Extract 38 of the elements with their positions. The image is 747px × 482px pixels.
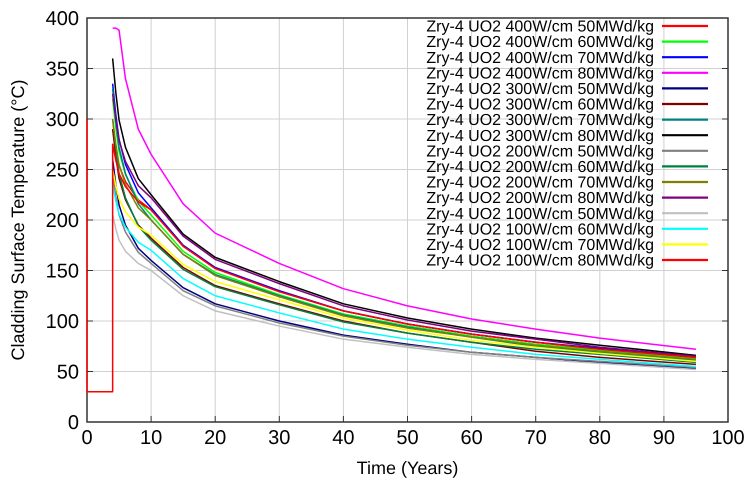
y-tick-label: 0 [68,412,79,434]
y-tick-label: 400 [46,8,79,30]
legend-label: Zry-4 UO2 400W/cm 80MWd/kg [426,65,654,82]
legend-label: Zry-4 UO2 300W/cm 60MWd/kg [426,96,654,114]
legend-label: Zry-4 UO2 300W/cm 70MWd/kg [426,112,654,130]
legend-label: Zry-4 UO2 100W/cm 50MWd/kg [426,206,654,223]
legend-label: Zry-4 UO2 400W/cm 70MWd/kg [426,50,654,67]
legend-label: Zry-4 UO2 100W/cm 70MWd/kg [426,237,654,254]
x-tick-label: 40 [332,427,355,449]
x-tick-label: 70 [524,427,547,449]
x-tick-label: 20 [204,427,226,449]
legend-label: Zry-4 UO2 300W/cm 80MWd/kg [426,128,654,145]
legend-label: Zry-4 UO2 200W/cm 70MWd/kg [426,174,654,192]
y-tick-label: 150 [46,260,79,282]
legend-label: Zry-4 UO2 200W/cm 80MWd/kg [426,190,654,208]
y-tick-label: 250 [46,160,79,182]
y-tick-label: 300 [46,109,79,131]
x-tick-label: 50 [396,427,419,449]
x-axis-title: Time (Years) [356,458,458,478]
x-tick-label: 10 [140,427,162,449]
y-tick-label: 50 [56,362,79,384]
x-tick-label: 0 [81,427,93,449]
y-tick-label: 200 [46,210,79,232]
legend-label: Zry-4 UO2 300W/cm 50MWd/kg [426,81,654,98]
legend-label: Zry-4 UO2 400W/cm 60MWd/kg [426,34,654,52]
y-axis-title: Cladding Surface Temperature (°C) [8,80,28,360]
x-tick-label: 90 [652,427,676,449]
legend-label: Zry-4 UO2 100W/cm 60MWd/kg [426,221,654,238]
y-tick-label: 350 [46,58,79,80]
x-tick-label: 60 [460,427,483,449]
y-tick-label: 100 [46,311,79,333]
x-tick-label: 30 [268,427,290,449]
legend-label: Zry-4 UO2 200W/cm 50MWd/kg [426,143,654,160]
x-tick-label: 80 [588,427,611,449]
legend-label: Zry-4 UO2 100W/cm 80MWd/kg [426,252,654,270]
legend-label: Zry-4 UO2 200W/cm 60MWd/kg [426,159,654,176]
x-tick-label: 100 [711,427,745,449]
legend-label: Zry-4 UO2 400W/cm 50MWd/kg [426,18,654,36]
